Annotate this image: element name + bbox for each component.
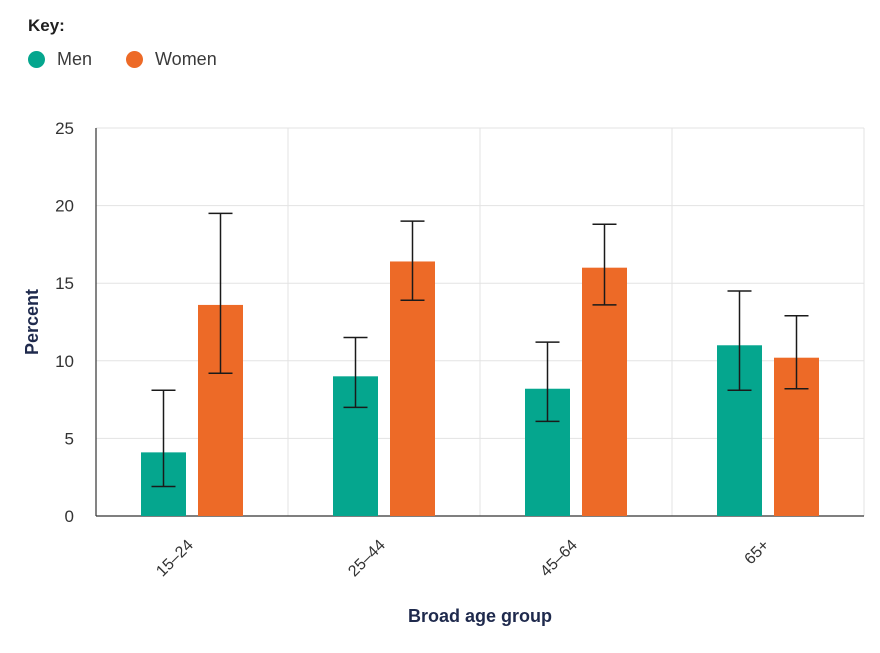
legend-title: Key:	[28, 16, 65, 35]
legend: Key: Men Women	[28, 16, 251, 70]
y-axis-title: Percent	[22, 289, 42, 355]
x-tick-label: 25–44	[345, 537, 389, 581]
x-tick-label: 15–24	[153, 537, 197, 581]
y-tick-label: 25	[55, 119, 74, 138]
x-axis-title: Broad age group	[408, 606, 552, 626]
bar-women	[390, 261, 435, 516]
y-tick-label: 15	[55, 274, 74, 293]
y-tick-label: 10	[55, 352, 74, 371]
legend-label-women: Women	[155, 49, 217, 69]
y-tick-label: 5	[65, 429, 74, 448]
legend-label-men: Men	[57, 49, 93, 69]
y-tick-label: 0	[65, 507, 74, 526]
x-tick-label: 65+	[742, 537, 773, 568]
bar-women	[582, 267, 627, 516]
legend-items: Men Women	[28, 49, 251, 70]
x-tick-label: 45–64	[537, 537, 581, 581]
legend-swatch-women	[126, 51, 144, 68]
legend-item-women: Women	[126, 49, 217, 70]
y-tick-label: 20	[55, 197, 74, 216]
legend-item-men: Men	[28, 49, 92, 70]
legend-swatch-men	[28, 51, 45, 68]
